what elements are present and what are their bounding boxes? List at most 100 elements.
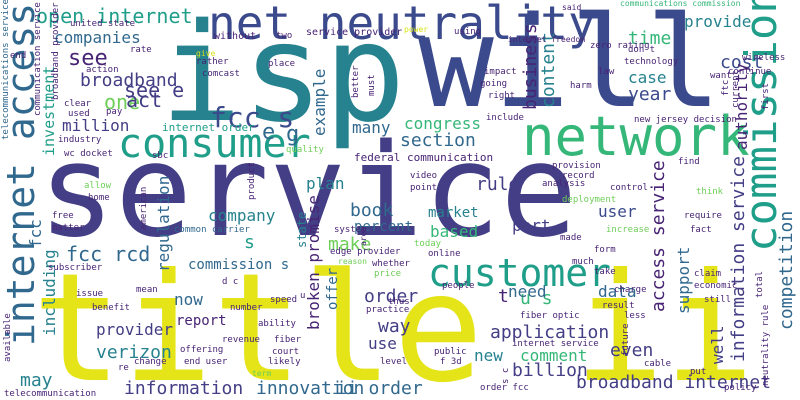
word-user: user xyxy=(598,202,637,221)
word-action: action xyxy=(86,65,119,75)
word-current: current xyxy=(731,70,741,108)
word-sbc: sbc xyxy=(152,151,169,161)
word-right: right xyxy=(488,91,516,101)
word-american: american xyxy=(139,186,149,230)
word-order-fcc: order fcc xyxy=(480,383,529,393)
word-million: million xyxy=(62,116,130,135)
word-one: one xyxy=(104,90,141,114)
word-end-user: end user xyxy=(184,357,228,367)
word-system: system xyxy=(334,225,367,235)
word-first: first xyxy=(761,82,771,110)
word-still: still xyxy=(704,295,732,305)
word-support: support xyxy=(674,246,693,314)
word-see: see xyxy=(68,46,108,71)
word-now: now xyxy=(174,290,203,309)
word-ftc: ftc xyxy=(721,79,731,96)
word-verizon: verizon xyxy=(96,342,172,363)
word-form: form xyxy=(594,245,616,255)
word-section: section xyxy=(400,130,476,151)
word-give: give xyxy=(196,49,216,58)
word-united-state: united state xyxy=(70,19,136,29)
word-deployment: deployment xyxy=(562,195,617,205)
word-change: change xyxy=(134,357,167,367)
word-s-c: s c xyxy=(501,367,511,384)
word-require: require xyxy=(684,211,722,221)
word-thus: thus xyxy=(388,297,410,307)
word-provision: provision xyxy=(552,161,601,171)
word-term: term xyxy=(252,369,272,378)
word-fcc-rcd: fcc rcd xyxy=(66,242,151,266)
word-increase: increase xyxy=(606,225,650,235)
word-fact: fact xyxy=(690,225,712,235)
word-broadband-provider: broadband provider xyxy=(51,2,61,100)
word-area: area xyxy=(359,226,368,246)
word-wireless: wireless xyxy=(742,53,786,63)
word-d-c: d c xyxy=(222,277,239,287)
word-service-provider: service provider xyxy=(306,27,403,38)
word-clear: clear xyxy=(64,99,92,109)
word-harm: harm xyxy=(570,81,592,91)
word-isp: isp xyxy=(160,0,406,153)
word-competition: competition xyxy=(776,210,797,330)
word-u-small: u xyxy=(300,291,306,301)
word-subscriber: subscriber xyxy=(48,263,103,273)
word-broken-promise: broken promise xyxy=(304,195,323,330)
word-ii-order: ii order xyxy=(336,378,423,399)
word-revenue: revenue xyxy=(222,335,260,345)
word-act: act xyxy=(126,88,163,112)
word-order: order xyxy=(364,286,419,307)
word-re: re xyxy=(118,363,129,373)
word-t-small: t xyxy=(498,286,509,307)
word-home: home xyxy=(88,193,110,203)
word-level: level xyxy=(380,357,408,367)
word-telecommunications-service: telecommunications service xyxy=(1,0,11,140)
word-technology: technology xyxy=(624,57,679,67)
word-pay: pay xyxy=(106,107,123,117)
word-allow: allow xyxy=(84,181,112,191)
word-internet-service: internet service xyxy=(512,339,599,349)
word-without: without xyxy=(214,31,257,42)
word-reason: reason xyxy=(338,257,367,266)
word-zero-rating: zero rating xyxy=(590,41,650,51)
word-said: said xyxy=(562,3,582,12)
word-future: future xyxy=(621,323,631,356)
word-service: service xyxy=(38,117,578,266)
word-case: case xyxy=(628,68,667,87)
word-cable: cable xyxy=(644,359,672,369)
word-practice: practice xyxy=(366,305,410,315)
word-example: example xyxy=(310,68,329,136)
word-impact: impact xyxy=(484,67,517,77)
word-cost: cost xyxy=(720,52,764,73)
word-market: market xyxy=(428,205,479,221)
word-regulation: regulation xyxy=(154,175,173,272)
word-based: based xyxy=(430,222,479,241)
word-information-service: information service xyxy=(728,156,749,362)
word-even: even xyxy=(610,340,654,361)
word-book: book xyxy=(350,200,394,221)
word-matter: matter xyxy=(52,223,85,233)
word-consumer: consumer xyxy=(118,121,311,167)
word-fcc-left: fcc xyxy=(26,219,45,248)
word-common-carrier: common carrier xyxy=(174,225,250,235)
word-analysis: analysis xyxy=(542,179,586,189)
word-make: make xyxy=(328,234,372,255)
word-public: public xyxy=(434,347,467,357)
word-rule: rule xyxy=(476,174,520,195)
word-offering: offering xyxy=(180,345,224,355)
word-federal-communication: federal communication xyxy=(354,151,494,164)
word-title-ii: title ii xyxy=(32,242,755,400)
word-information: information xyxy=(124,378,244,399)
word-free: free xyxy=(52,211,74,221)
word-provider: provider xyxy=(96,320,174,339)
word-whether: whether xyxy=(372,259,410,269)
word-law: law xyxy=(598,67,615,77)
word-companies: companies xyxy=(54,28,141,47)
word-continue: continue xyxy=(728,67,772,77)
word-claim: claim xyxy=(694,269,722,279)
word-better: better xyxy=(351,65,361,98)
word-place: place xyxy=(268,59,296,69)
word-less: less xyxy=(624,311,646,321)
word-price: price xyxy=(374,269,402,279)
word-fiber: fiber xyxy=(274,335,302,345)
